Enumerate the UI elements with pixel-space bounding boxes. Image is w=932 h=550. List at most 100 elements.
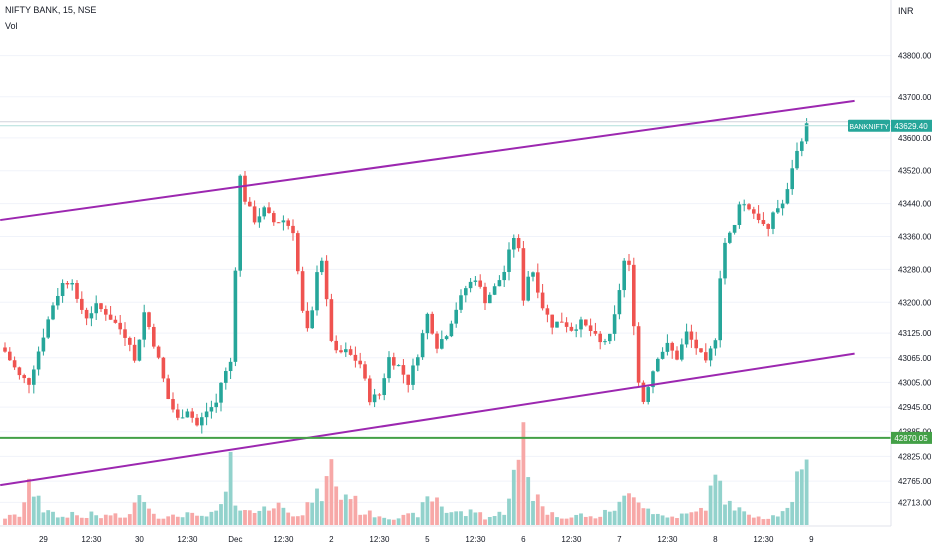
volume-bar (228, 451, 233, 525)
candle-body (502, 271, 506, 281)
volume-bar (583, 516, 588, 525)
price-tick-label: 42825.00 (898, 452, 932, 461)
candle-body (243, 175, 247, 202)
volume-bar (636, 502, 641, 525)
volume-bar (204, 516, 209, 525)
price-tick-label: 43065.00 (898, 354, 932, 363)
candle-body (574, 329, 578, 331)
volume-bar (281, 507, 286, 525)
candle-body (219, 382, 223, 403)
volume-bar (780, 511, 785, 525)
candle-body (564, 322, 569, 327)
volume-bar (727, 500, 732, 525)
volume-bar (579, 513, 583, 525)
candle-body (699, 348, 703, 353)
volume-bar (555, 517, 559, 525)
volume-bar (60, 516, 65, 525)
candle-body (492, 286, 497, 295)
candle-body (320, 260, 324, 273)
volume-bar (651, 514, 655, 525)
candle-body (291, 225, 295, 234)
last-price-tag (891, 119, 932, 132)
candle-body (776, 208, 780, 213)
currency-label: INR (898, 6, 914, 16)
candle-body (36, 351, 41, 370)
volume-bar (295, 516, 300, 525)
candle-body (521, 248, 526, 301)
candle-body (372, 394, 377, 403)
candle-body (651, 371, 655, 388)
candle-body (204, 411, 209, 418)
volume-bar (463, 516, 468, 525)
volume-bar (761, 519, 766, 525)
time-tick-label: 8 (713, 535, 718, 544)
grid-lines (0, 55, 891, 503)
candle-body (459, 295, 463, 310)
candle-body (353, 354, 358, 361)
volume-bar (329, 459, 334, 525)
candle-body (449, 323, 454, 337)
time-tick-label: 12:30 (657, 535, 678, 544)
candle-body (747, 204, 751, 210)
candle-body (27, 378, 31, 385)
candle-body (382, 378, 386, 396)
time-tick-label: 6 (521, 535, 526, 544)
candle-body (540, 292, 545, 309)
volume-bar (305, 502, 310, 525)
volume-bar (41, 512, 46, 525)
volume-bar (12, 514, 17, 525)
volume-bar (175, 516, 180, 525)
volume-bar (257, 510, 262, 525)
volume-bar (665, 517, 670, 525)
candle-body (329, 299, 334, 341)
time-axis[interactable]: 29 12:30 30 12:30 Dec 12:30 2 12:30 5 12:30 6 12:30… (39, 535, 814, 544)
candle-body (795, 150, 799, 169)
volume-bar (785, 507, 790, 525)
candle-body (444, 336, 449, 340)
volume-bar (3, 518, 7, 525)
candle-body (310, 310, 314, 329)
candle-body (670, 342, 674, 351)
volume-bar (454, 511, 459, 525)
candle-body (195, 417, 199, 426)
candle-body (296, 233, 300, 272)
volume-bar (142, 501, 147, 525)
volume-bar (22, 502, 27, 525)
candle-body (161, 357, 166, 379)
candle-body (785, 189, 790, 204)
time-tick-label: Dec (228, 535, 242, 544)
candle-body (180, 417, 185, 419)
candle-body (305, 310, 310, 329)
chart-title: NIFTY BANK, 15, NSE (5, 5, 97, 15)
volume-bar (132, 502, 137, 525)
volume-bar (473, 512, 478, 525)
volume-bar (622, 495, 627, 525)
volume-bar (430, 501, 435, 525)
volume-bar (262, 506, 267, 525)
volume-bar (70, 511, 75, 525)
volume-bars (3, 422, 809, 525)
time-tick-label: 30 (135, 535, 144, 544)
candle-body (723, 242, 727, 279)
volume-bar (36, 495, 41, 525)
price-tick-label: 43700.00 (898, 93, 932, 102)
candle-body (632, 264, 636, 327)
volume-indicator-label[interactable]: Vol (5, 21, 18, 31)
price-tick-label: 43200.00 (898, 298, 932, 307)
candle-body (550, 314, 554, 328)
candle-body (132, 344, 137, 361)
time-tick-label: 12:30 (177, 535, 198, 544)
volume-bar (55, 517, 60, 525)
volume-bar (756, 516, 761, 525)
candle-body (704, 352, 708, 361)
volume-bar (617, 501, 622, 525)
volume-bar (108, 515, 113, 525)
candle-body (560, 321, 564, 323)
candle-body (641, 382, 646, 402)
candle-body (377, 394, 382, 396)
volume-bar (315, 488, 319, 525)
time-tick-label: 29 (39, 535, 48, 544)
candle-body (46, 319, 50, 338)
candle-body (118, 322, 122, 330)
